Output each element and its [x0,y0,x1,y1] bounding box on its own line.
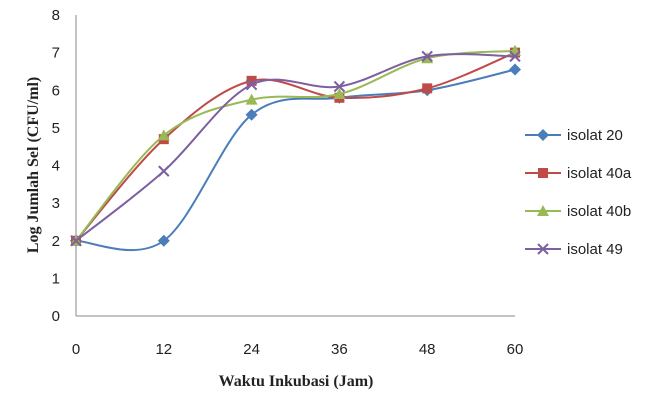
x-tick-label: 12 [155,341,172,358]
legend-item-isolat-49: isolat 49 [525,241,623,258]
x-axis-title: Waktu Inkubasi (Jam) [219,373,374,390]
y-tick-labels: 0 1 2 3 4 5 6 7 8 [52,7,60,325]
legend-label: isolat 40b [567,203,631,220]
data-point-isolat-49 [245,78,258,91]
legend-item-isolat-40b: isolat 40b [525,203,631,220]
series-isolat-40a [71,47,520,246]
data-point-isolat-49 [333,80,346,93]
x-tick-label: 24 [243,341,260,358]
legend-item-isolat-20: isolat 20 [525,127,623,144]
x-tick-label: 36 [331,341,348,358]
series-layer [70,44,521,252]
x-tick-label: 60 [507,341,524,358]
y-tick-label: 0 [52,308,60,325]
y-tick-label: 5 [52,120,60,137]
data-point-isolat-49 [509,50,521,63]
x-tick-labels: 0 12 24 36 48 60 [72,341,524,358]
y-tick-label: 6 [52,82,60,99]
y-axis-title: Log Jumlah Sel (CFU/ml) [25,77,42,253]
y-tick-label: 3 [52,195,60,212]
data-point-isolat-40b [245,93,258,105]
data-point-isolat-20 [509,63,521,76]
legend: isolat 20 isolat 40a isolat 40b isolat 49 [525,127,632,258]
legend-marker [537,243,549,255]
series-isolat-20 [70,63,521,252]
series-line-isolat-49 [75,53,516,242]
legend-label: isolat 49 [567,241,623,258]
y-tick-label: 4 [52,158,60,175]
legend-label: isolat 40a [567,165,632,182]
x-tick-label: 0 [72,341,80,358]
legend-marker [537,129,549,141]
legend-item-isolat-40a: isolat 40a [525,165,632,182]
data-point-isolat-20 [245,108,258,121]
data-point-isolat-40b [333,88,346,100]
y-tick-label: 1 [52,270,60,287]
data-point-isolat-40a [246,75,257,86]
series-isolat-40b [70,44,521,246]
axes [75,15,515,317]
series-line-isolat-40b [75,49,516,242]
legend-label: isolat 20 [567,127,623,144]
data-point-isolat-49 [421,50,433,63]
y-tick-label: 7 [52,45,60,62]
legend-marker [538,168,548,178]
data-point-isolat-40b [157,129,170,141]
data-point-isolat-40a [422,83,433,94]
x-tick-label: 48 [419,341,436,358]
data-point-isolat-49 [158,165,170,177]
series-line-isolat-40a [75,51,516,242]
data-point-isolat-20 [157,234,170,247]
series-isolat-49 [70,50,521,247]
legend-marker [537,205,549,216]
data-point-isolat-49 [70,235,82,247]
y-tick-label: 2 [52,233,60,250]
y-tick-label: 8 [52,7,60,24]
